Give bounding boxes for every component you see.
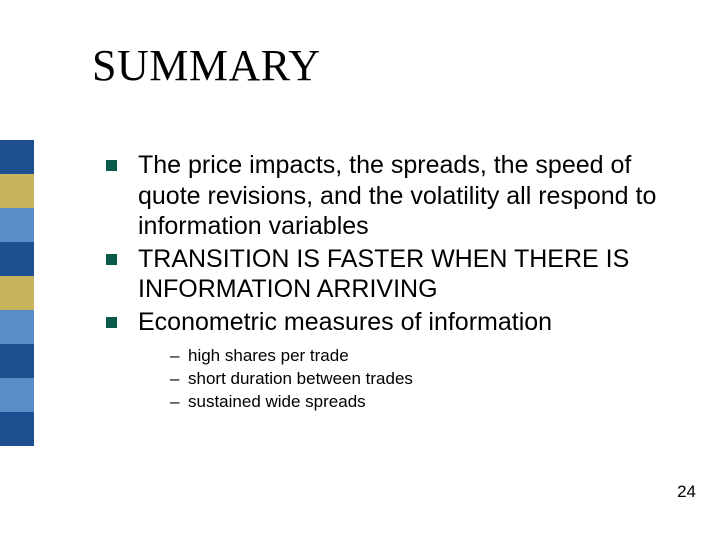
sub-bullet-item: –high shares per trade xyxy=(170,345,666,368)
sub-bullet-item: –short duration between trades xyxy=(170,368,666,391)
sidebar-color-block xyxy=(0,378,34,412)
dash-bullet-icon: – xyxy=(170,345,179,368)
sidebar-color-block xyxy=(0,140,34,174)
main-bullet-item: The price impacts, the spreads, the spee… xyxy=(106,150,666,242)
slide-title: SUMMARY xyxy=(92,40,320,91)
square-bullet-icon xyxy=(106,254,117,265)
square-bullet-icon xyxy=(106,160,117,171)
sub-bullet-item: –sustained wide spreads xyxy=(170,391,666,414)
dash-bullet-icon: – xyxy=(170,391,179,414)
sub-bullet-text: short duration between trades xyxy=(188,369,413,388)
sidebar-color-block xyxy=(0,242,34,276)
main-bullet-item: Econometric measures of information xyxy=(106,307,666,338)
sub-bullet-list: –high shares per trade–short duration be… xyxy=(106,345,666,414)
sidebar-color-block xyxy=(0,344,34,378)
square-bullet-icon xyxy=(106,317,117,328)
sidebar-color-block xyxy=(0,412,34,446)
content-area: The price impacts, the spreads, the spee… xyxy=(106,150,666,414)
sidebar-color-block xyxy=(0,276,34,310)
sub-bullet-text: high shares per trade xyxy=(188,346,349,365)
sub-bullet-text: sustained wide spreads xyxy=(188,392,366,411)
dash-bullet-icon: – xyxy=(170,368,179,391)
sidebar-color-block xyxy=(0,208,34,242)
main-bullet-text: TRANSITION IS FASTER WHEN THERE IS INFOR… xyxy=(138,245,629,304)
sidebar-color-block xyxy=(0,310,34,344)
sidebar-color-block xyxy=(0,174,34,208)
main-bullet-text: The price impacts, the spreads, the spee… xyxy=(138,151,656,240)
main-bullet-text: Econometric measures of information xyxy=(138,308,552,336)
main-bullet-list: The price impacts, the spreads, the spee… xyxy=(106,150,666,337)
decorative-sidebar xyxy=(0,140,34,446)
page-number: 24 xyxy=(677,482,696,502)
main-bullet-item: TRANSITION IS FASTER WHEN THERE IS INFOR… xyxy=(106,244,666,305)
